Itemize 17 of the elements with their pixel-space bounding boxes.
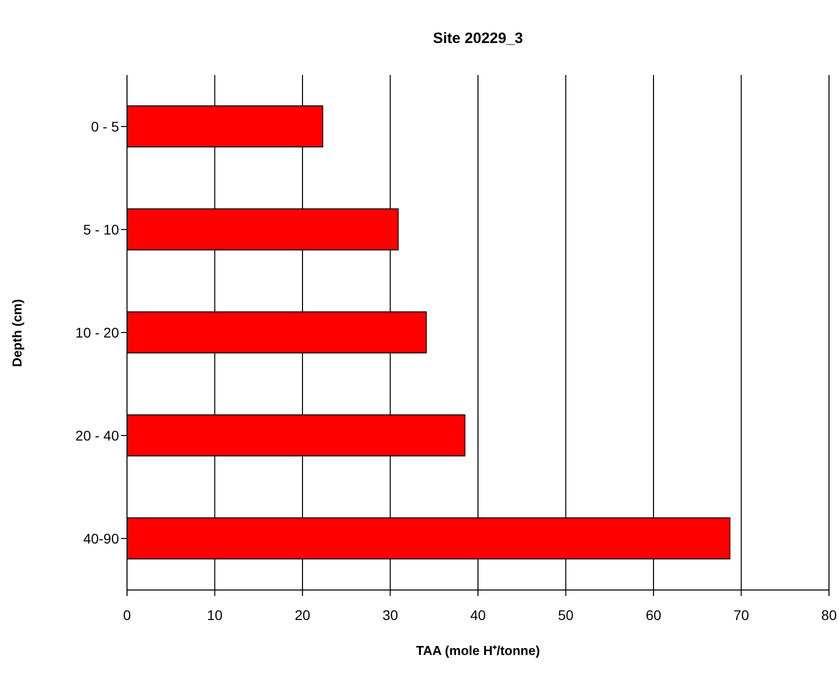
x-tick-label: 0 <box>123 606 132 623</box>
x-tick-label: 80 <box>821 606 837 623</box>
x-tick-label: 40 <box>470 606 486 623</box>
y-tick-label: 10 - 20 <box>75 324 120 340</box>
x-tick-label: 70 <box>733 606 750 623</box>
x-tick-label: 50 <box>558 606 574 623</box>
chart-title: Site 20229_3 <box>432 30 524 47</box>
x-axis-title: TAA (mole H⁺/tonne) <box>415 642 541 659</box>
y-tick-label: 0 - 5 <box>90 118 120 134</box>
y-tick-label: 5 - 10 <box>83 221 120 238</box>
x-tick-label: 30 <box>382 606 398 623</box>
x-tick-label: 20 <box>294 606 310 623</box>
y-axis-title: Depth (cm) <box>10 299 24 367</box>
x-tick-label: 60 <box>646 606 662 623</box>
x-tick-label: 10 <box>206 606 223 623</box>
y-tick-label: 40-90 <box>83 530 120 546</box>
y-tick-label: 20 - 40 <box>75 427 120 444</box>
